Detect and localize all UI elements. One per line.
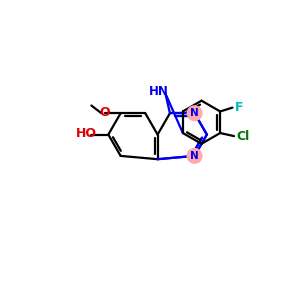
Text: HO: HO [76, 127, 97, 140]
Text: O: O [99, 106, 110, 119]
Text: N: N [190, 108, 199, 118]
Text: Cl: Cl [236, 130, 250, 142]
Text: N: N [190, 151, 199, 161]
Circle shape [187, 148, 202, 163]
Text: F: F [235, 101, 243, 114]
Circle shape [187, 106, 202, 121]
Text: HN: HN [148, 85, 168, 98]
